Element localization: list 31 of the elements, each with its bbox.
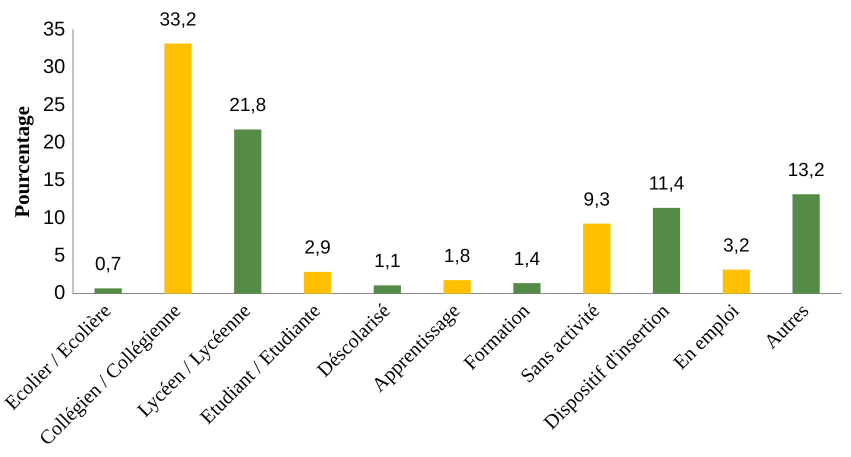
y-tick-label: 0 bbox=[54, 282, 66, 304]
bar bbox=[652, 208, 680, 294]
bar bbox=[234, 129, 262, 294]
y-tick-label: 30 bbox=[42, 56, 66, 78]
data-label: 9,3 bbox=[584, 189, 610, 210]
bar bbox=[722, 270, 750, 294]
bar bbox=[164, 44, 192, 294]
bar bbox=[444, 280, 471, 294]
y-axis-title: Pourcentage bbox=[10, 106, 34, 218]
y-tick-label: 15 bbox=[42, 169, 66, 192]
data-label: 33,2 bbox=[159, 9, 196, 30]
data-label: 13,2 bbox=[788, 160, 825, 181]
bar bbox=[792, 194, 820, 294]
data-label: 21,8 bbox=[229, 95, 266, 116]
y-tick-label: 35 bbox=[42, 18, 66, 41]
y-tick-label: 5 bbox=[54, 244, 66, 267]
data-label: 11,4 bbox=[648, 174, 685, 195]
data-label: 2,9 bbox=[304, 238, 331, 259]
bar bbox=[304, 272, 332, 294]
data-label: 1,1 bbox=[374, 251, 401, 272]
data-label: 1,8 bbox=[444, 246, 470, 267]
bar bbox=[513, 283, 541, 294]
data-label: 3,2 bbox=[723, 235, 750, 256]
bar bbox=[583, 224, 610, 294]
data-label: 0,7 bbox=[94, 254, 122, 276]
data-label: 1,4 bbox=[514, 248, 541, 270]
y-tick-label: 10 bbox=[42, 206, 66, 229]
y-tick-label: 20 bbox=[42, 132, 66, 154]
bar bbox=[374, 285, 401, 294]
bar bbox=[94, 288, 122, 294]
y-tick-label: 25 bbox=[42, 94, 66, 116]
